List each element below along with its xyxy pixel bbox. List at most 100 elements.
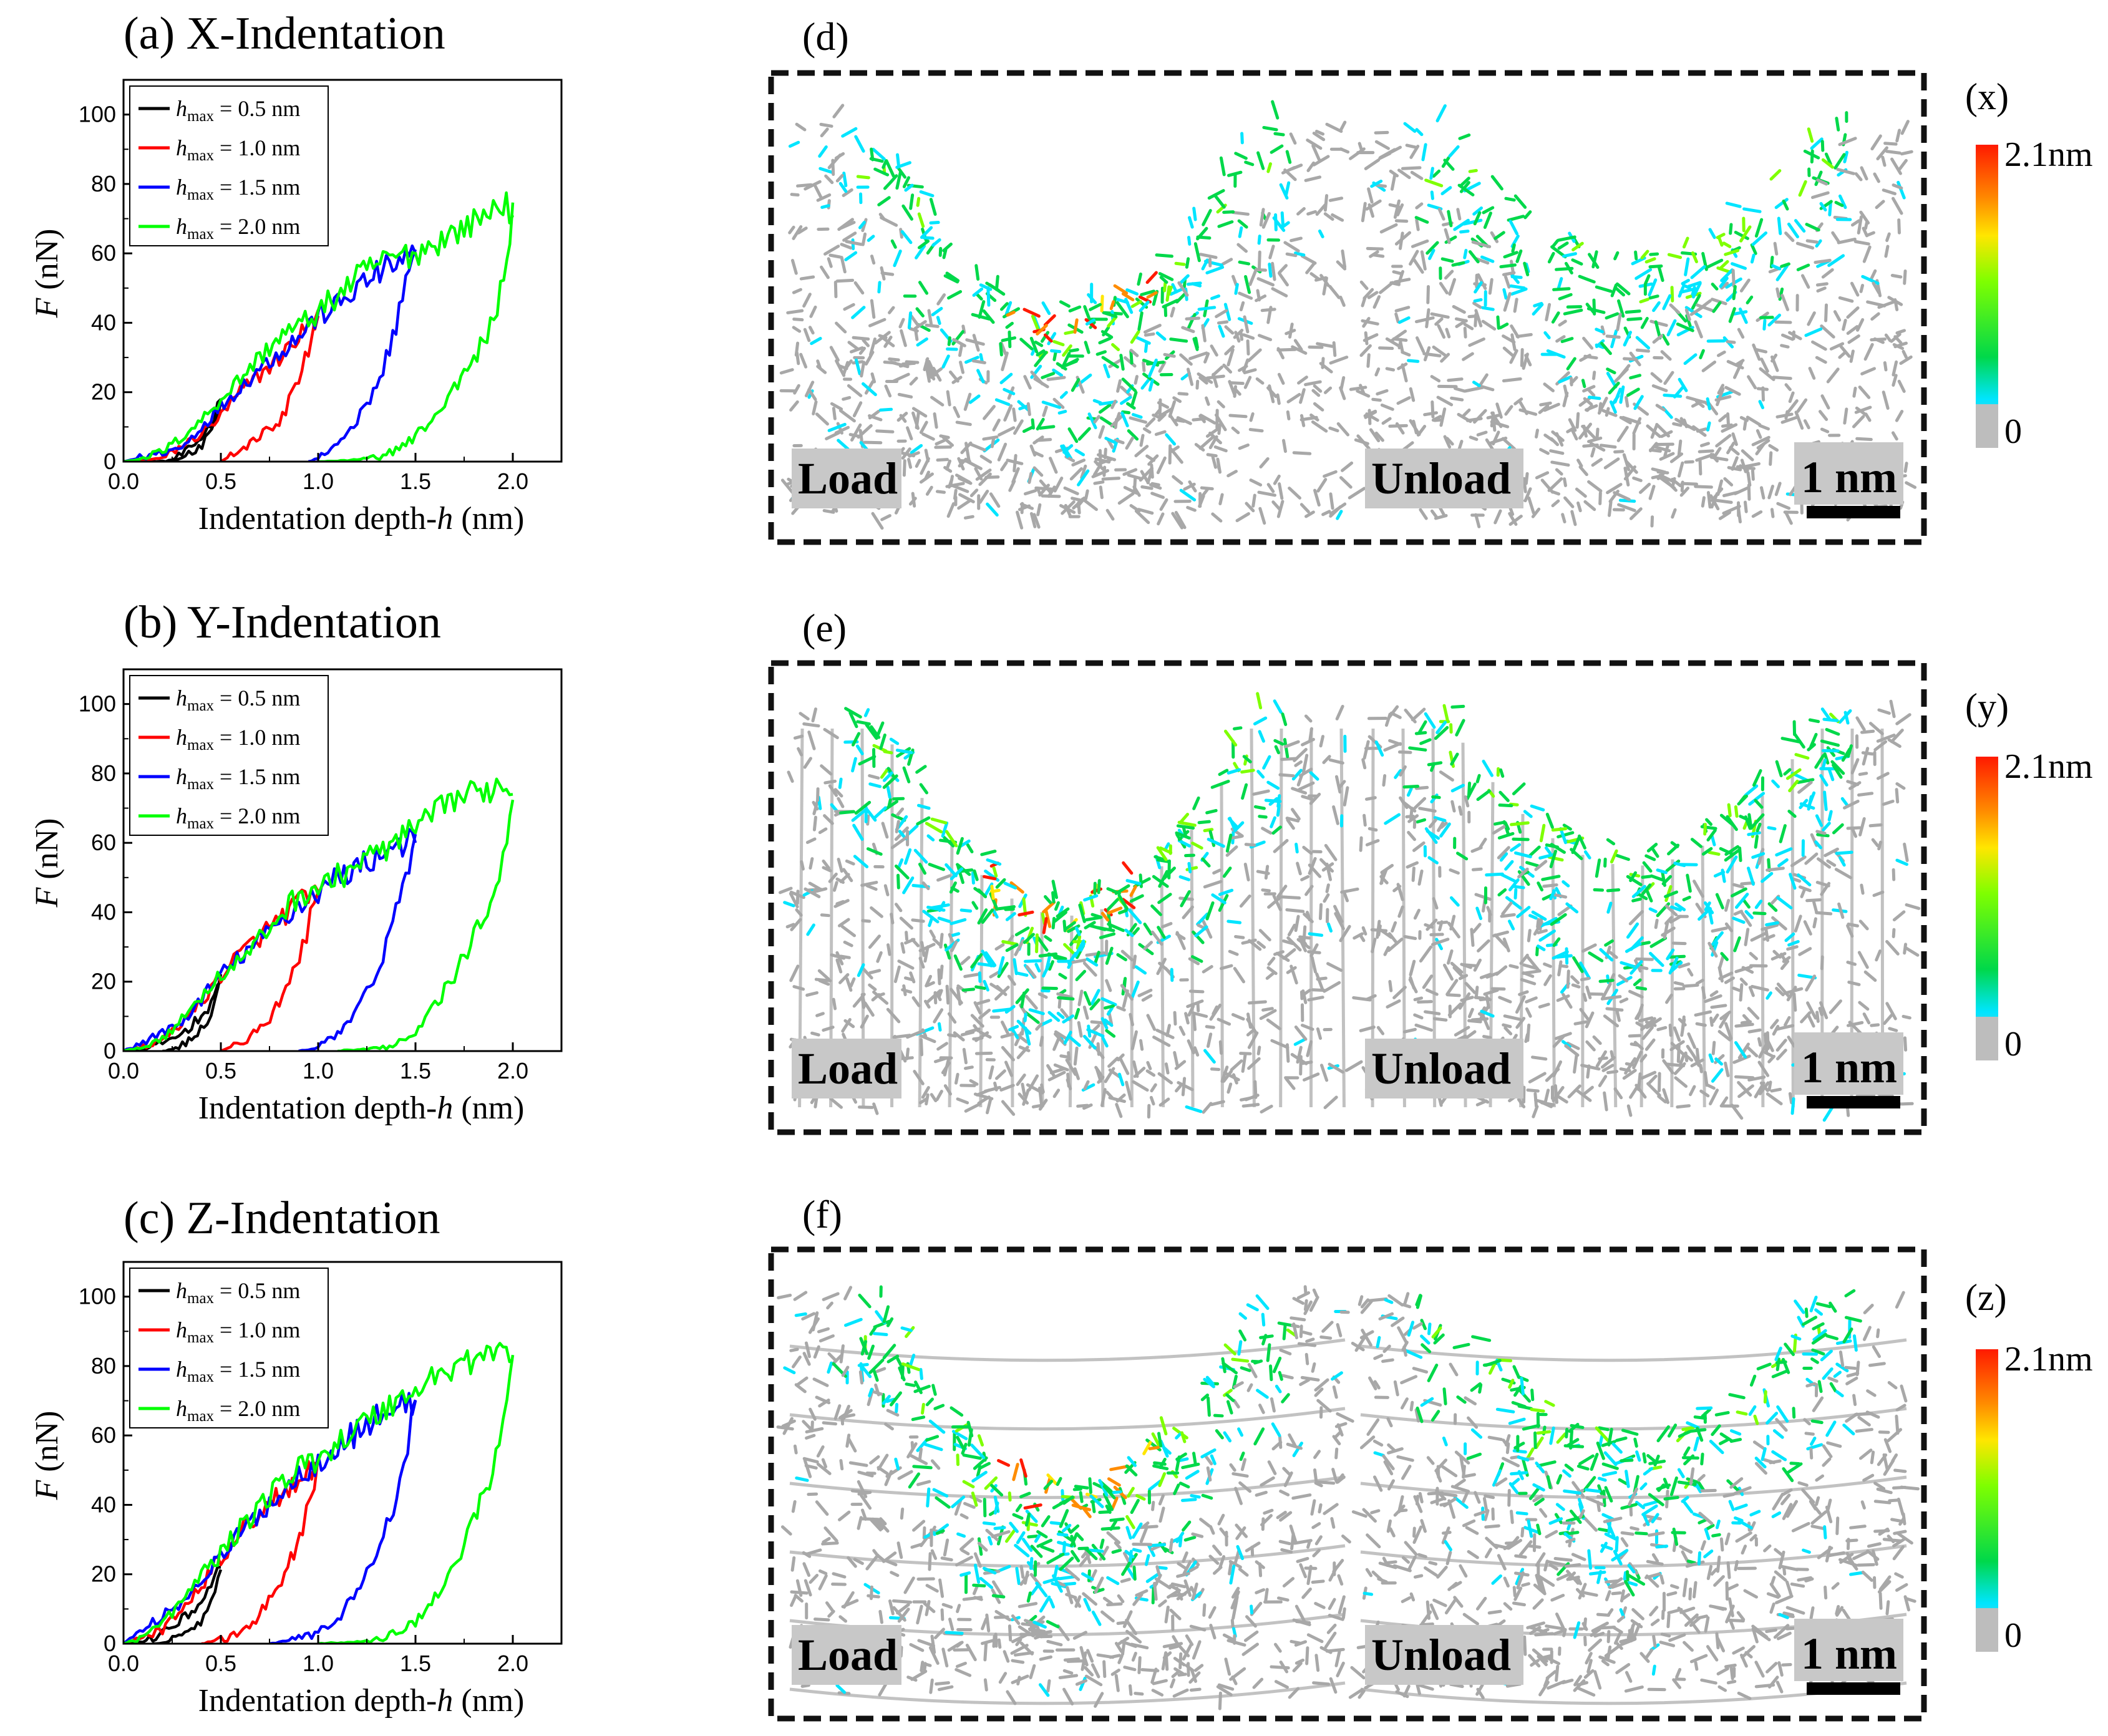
panel-label: (e) bbox=[802, 606, 847, 650]
series-line-3-unload bbox=[308, 249, 417, 462]
colorbar-max-label: 2.1nm bbox=[2004, 1340, 2093, 1379]
x-tick-label: 1.5 bbox=[400, 468, 431, 494]
dashed-frame bbox=[768, 660, 1927, 1135]
y-tick-label: 60 bbox=[91, 240, 116, 266]
plot-frame bbox=[122, 79, 563, 463]
x-tick-label: 2.0 bbox=[497, 1651, 528, 1676]
chart-title: (a) X-Indentation bbox=[124, 8, 445, 59]
legend-label: hmax = 1.0 nm bbox=[176, 135, 300, 164]
series-line-3-unload bbox=[269, 1399, 417, 1644]
series-line-4-unload bbox=[338, 799, 515, 1051]
x-tick-label: 2.0 bbox=[497, 468, 528, 494]
x-tick-label: 0.5 bbox=[205, 1058, 236, 1084]
legend-label: hmax = 0.5 nm bbox=[176, 96, 300, 125]
series-line-3-load bbox=[124, 244, 417, 462]
legend-label: hmax = 2.0 nm bbox=[176, 1396, 300, 1425]
colorbar-axis-label: (x) bbox=[1965, 76, 2009, 117]
unload-label-box bbox=[1365, 449, 1523, 508]
chart-title: (c) Z-Indentation bbox=[124, 1193, 440, 1244]
y-tick-label: 0 bbox=[104, 449, 116, 474]
panel-label: (d) bbox=[802, 14, 849, 59]
series-line-2-load bbox=[124, 315, 320, 462]
y-tick-label: 80 bbox=[91, 760, 116, 786]
unload-label-box bbox=[1365, 1625, 1523, 1685]
x-tick-label: 0.5 bbox=[205, 1651, 236, 1676]
x-axis-label: Indentation depth-h (nm) bbox=[198, 501, 525, 536]
y-tick-label: 100 bbox=[79, 102, 116, 127]
x-tick-label: 0.0 bbox=[108, 1651, 139, 1676]
y-tick-label: 80 bbox=[91, 171, 116, 196]
colorbar bbox=[1976, 145, 1998, 448]
load-label: Load bbox=[798, 1630, 898, 1680]
unload-label: Unload bbox=[1371, 1044, 1511, 1093]
y-tick-label: 100 bbox=[79, 1284, 116, 1309]
scale-bar-label: 1 nm bbox=[1801, 452, 1897, 502]
series-line-3-load bbox=[124, 828, 417, 1051]
legend-label: hmax = 2.0 nm bbox=[176, 214, 300, 243]
chart-b: (b) Y-Indentation 0.0 0.5 1.0 1.5 2.0 0 20 40 60 8… bbox=[29, 597, 563, 1126]
legend-label: hmax = 1.5 nm bbox=[176, 1357, 300, 1385]
panel-label: (f) bbox=[802, 1192, 842, 1236]
colorbar-max-label: 2.1nm bbox=[2004, 747, 2093, 786]
unload-label: Unload bbox=[1371, 1630, 1511, 1680]
series-line-2-load bbox=[124, 884, 319, 1051]
unload-label-box bbox=[1365, 1039, 1523, 1098]
series-line-4-load bbox=[124, 777, 513, 1051]
snapshot-panel-f: (f) Load Unload 1 nm (z) 2.1nm 0 bbox=[768, 1192, 2093, 1722]
series-line-4-unload bbox=[318, 1354, 515, 1644]
x-tick-label: 1.5 bbox=[400, 1651, 431, 1676]
y-tick-label: 20 bbox=[91, 1561, 116, 1587]
series-line-2-unload bbox=[220, 891, 320, 1051]
unload-label: Unload bbox=[1371, 453, 1511, 503]
legend: hmax = 0.5 nm hmax = 1.0 nm hmax = 1.5 nm h… bbox=[129, 1268, 329, 1428]
x-tick-label: 0.0 bbox=[108, 468, 139, 494]
colorbar-min-label: 0 bbox=[2004, 1616, 2022, 1655]
scale-bar bbox=[1807, 1096, 1900, 1108]
x-tick-label: 1.5 bbox=[400, 1058, 431, 1084]
x-tick-label: 1.0 bbox=[303, 1058, 334, 1084]
series-line-1-load bbox=[124, 1565, 221, 1644]
y-tick-label: 40 bbox=[91, 1491, 116, 1517]
y-axis-label: F (nN) bbox=[29, 1411, 65, 1501]
x-tick-label: 1.0 bbox=[303, 1651, 334, 1676]
x-tick-label: 2.0 bbox=[497, 1058, 528, 1084]
chart-c: (c) Z-Indentation 0.0 0.5 1.0 1.5 2.0 0 20 40 60 8… bbox=[29, 1193, 563, 1719]
plot-frame bbox=[122, 1261, 563, 1645]
series-line-3-load bbox=[124, 1391, 417, 1644]
y-tick-label: 20 bbox=[91, 969, 116, 994]
y-tick-label: 100 bbox=[79, 691, 116, 717]
chart-title: (b) Y-Indentation bbox=[124, 597, 441, 648]
load-label-box bbox=[792, 1039, 901, 1098]
legend-label: hmax = 0.5 nm bbox=[176, 686, 300, 714]
x-tick-label: 0.5 bbox=[205, 468, 236, 494]
scale-bar bbox=[1807, 506, 1900, 518]
y-tick-label: 80 bbox=[91, 1353, 116, 1379]
y-tick-label: 0 bbox=[104, 1631, 116, 1656]
colorbar-axis-label: (z) bbox=[1965, 1277, 2007, 1318]
load-label-box bbox=[792, 449, 901, 508]
x-tick-label: 1.0 bbox=[303, 468, 334, 494]
snapshot-panel-e: (e) Load Unload 1 nm (y) 2.1nm 0 bbox=[768, 606, 2093, 1135]
y-tick-label: 0 bbox=[104, 1038, 116, 1064]
colorbar bbox=[1976, 1349, 1998, 1652]
y-tick-label: 40 bbox=[91, 899, 116, 924]
series-line-2-unload bbox=[220, 309, 320, 462]
y-tick-label: 20 bbox=[91, 379, 116, 405]
series-line-1-unload bbox=[166, 401, 223, 462]
dashed-frame bbox=[768, 70, 1927, 545]
legend-label: hmax = 1.5 nm bbox=[176, 764, 300, 793]
series-line-4-load bbox=[124, 1342, 514, 1644]
load-label: Load bbox=[798, 453, 898, 503]
legend-label: hmax = 1.0 nm bbox=[176, 1317, 300, 1346]
y-tick-label: 40 bbox=[91, 309, 116, 335]
colorbar-axis-label: (y) bbox=[1965, 686, 2009, 727]
y-tick-label: 60 bbox=[91, 830, 116, 855]
load-half bbox=[779, 100, 1354, 530]
dashed-frame bbox=[768, 1246, 1927, 1722]
legend: hmax = 0.5 nm hmax = 1.0 nm hmax = 1.5 nm h… bbox=[129, 85, 329, 246]
series-line-1-unload bbox=[152, 1569, 223, 1644]
legend-label: hmax = 0.5 nm bbox=[176, 1278, 300, 1307]
chart-a: (a) X-Indentation 0.0 0.5 1.0 1.5 2.0 0 20 40 60 8… bbox=[29, 8, 563, 536]
colorbar-min-label: 0 bbox=[2004, 1025, 2022, 1064]
